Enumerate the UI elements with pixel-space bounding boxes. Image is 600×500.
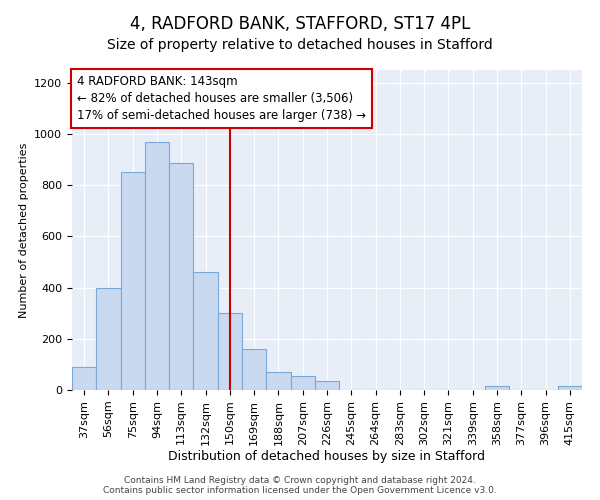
Bar	[315, 381, 339, 390]
Bar	[242, 349, 266, 390]
Text: Contains HM Land Registry data © Crown copyright and database right 2024.
Contai: Contains HM Land Registry data © Crown c…	[103, 476, 497, 495]
Text: Size of property relative to detached houses in Stafford: Size of property relative to detached ho…	[107, 38, 493, 52]
Text: 4, RADFORD BANK, STAFFORD, ST17 4PL: 4, RADFORD BANK, STAFFORD, ST17 4PL	[130, 15, 470, 33]
Bar	[121, 172, 145, 390]
Text: 4 RADFORD BANK: 143sqm
← 82% of detached houses are smaller (3,506)
17% of semi-: 4 RADFORD BANK: 143sqm ← 82% of detached…	[77, 75, 366, 122]
Bar	[485, 386, 509, 390]
Bar	[72, 367, 96, 390]
Bar	[193, 272, 218, 390]
X-axis label: Distribution of detached houses by size in Stafford: Distribution of detached houses by size …	[169, 450, 485, 464]
Bar	[218, 313, 242, 390]
Bar	[145, 142, 169, 390]
Bar	[96, 288, 121, 390]
Bar	[558, 386, 582, 390]
Bar	[266, 372, 290, 390]
Bar	[169, 164, 193, 390]
Y-axis label: Number of detached properties: Number of detached properties	[19, 142, 29, 318]
Bar	[290, 376, 315, 390]
